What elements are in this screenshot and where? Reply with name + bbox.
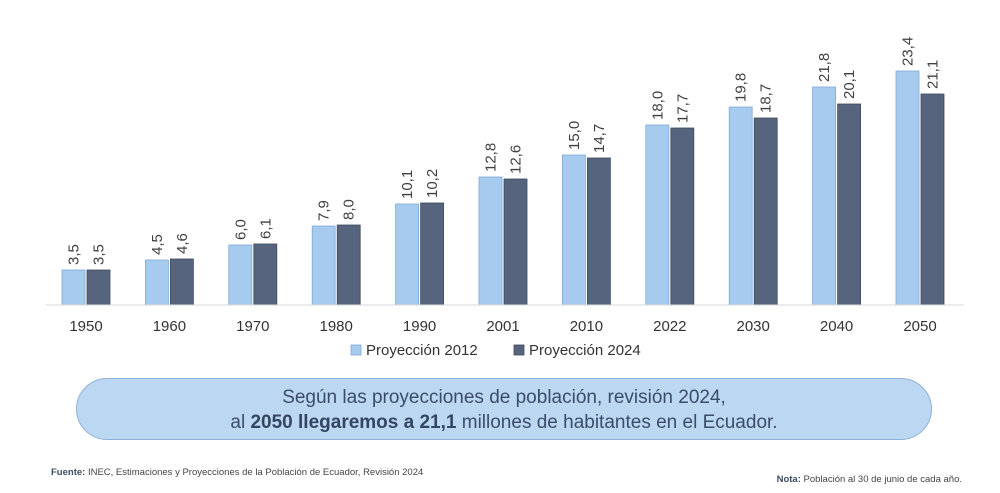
legend-label-2024: Proyección 2024 bbox=[529, 342, 641, 359]
bar-proyeccion-2012-2030 bbox=[728, 106, 753, 306]
x-tick-labels-group: 1950 1960 1970 1980 1990 2001 2010 2022 2030 2040… bbox=[69, 318, 936, 335]
bar-proyeccion-2012-1960 bbox=[144, 259, 169, 306]
x-tick-label-1960: 1960 bbox=[153, 318, 186, 335]
callout-line-2-post: millones de habitantes en el Ecuador. bbox=[461, 412, 778, 433]
note-text: Población al 30 de junio de cada año. bbox=[803, 474, 962, 485]
value-label-2024-2040: 20,1 bbox=[841, 70, 858, 99]
summary-callout: Según las proyecciones de población, rev… bbox=[76, 378, 932, 440]
bar-proyeccion-2012-1950 bbox=[61, 269, 86, 306]
value-label-2024-2030: 18,7 bbox=[758, 84, 775, 113]
x-tick-label-2040: 2040 bbox=[820, 318, 853, 335]
value-label-2024-2022: 17,7 bbox=[674, 94, 691, 123]
x-tick-label-2030: 2030 bbox=[737, 318, 770, 335]
value-label-2012-1960: 4,5 bbox=[149, 234, 166, 255]
x-tick-label-2022: 2022 bbox=[653, 318, 686, 335]
value-labels-group: 3,5 3,5 4,5 4,6 6,0 6,1 7,9 8,0 10,1 10,2 12,8 12,6… bbox=[66, 37, 942, 265]
x-tick-label-1990: 1990 bbox=[403, 318, 436, 335]
bar-proyeccion-2012-2022 bbox=[645, 124, 670, 306]
value-label-2012-2040: 21,8 bbox=[816, 53, 833, 82]
value-label-2024-1950: 3,5 bbox=[91, 244, 108, 265]
bar-proyeccion-2012-1980 bbox=[311, 225, 336, 306]
bar-proyeccion-2012-2001 bbox=[478, 176, 503, 306]
bar-proyeccion-2024-1960 bbox=[169, 258, 194, 306]
bar-proyeccion-2012-2010 bbox=[562, 154, 586, 306]
bar-proyeccion-2012-1990 bbox=[395, 203, 420, 306]
callout-line-2: al 2050 llegaremos a 21,1 millones de ha… bbox=[77, 410, 931, 435]
chart-svg: 3,5 3,5 4,5 4,6 6,0 6,1 7,9 8,0 10,1 10,2 12,8 12,6… bbox=[46, 37, 964, 359]
source-label: Fuente: bbox=[51, 467, 86, 478]
bar-proyeccion-2024-2040 bbox=[837, 103, 861, 306]
x-tick-label-2010: 2010 bbox=[570, 318, 603, 335]
legend: Proyección 2012 Proyección 2024 bbox=[350, 342, 641, 359]
bar-proyeccion-2024-2030 bbox=[753, 117, 778, 306]
bar-proyeccion-2024-2001 bbox=[503, 178, 528, 306]
bar-proyeccion-2024-1950 bbox=[86, 269, 111, 306]
bar-proyeccion-2012-2050 bbox=[895, 70, 920, 306]
value-label-2012-1980: 7,9 bbox=[316, 200, 333, 221]
bar-proyeccion-2024-1990 bbox=[420, 202, 445, 306]
value-label-2024-1960: 4,6 bbox=[174, 233, 191, 254]
bar-proyeccion-2012-2040 bbox=[812, 86, 836, 306]
bar-proyeccion-2024-1970 bbox=[253, 243, 278, 306]
value-label-2024-1990: 10,2 bbox=[424, 169, 441, 198]
note-label: Nota: bbox=[776, 474, 801, 485]
value-label-2024-1980: 8,0 bbox=[341, 199, 358, 220]
x-tick-label-2001: 2001 bbox=[486, 318, 519, 335]
legend-label-2012: Proyección 2012 bbox=[366, 342, 478, 359]
value-label-2024-2050: 21,1 bbox=[925, 60, 942, 89]
value-label-2012-1990: 10,1 bbox=[399, 170, 416, 199]
value-label-2024-1970: 6,1 bbox=[257, 218, 274, 239]
source-text: INEC, Estimaciones y Proyecciones de la … bbox=[87, 467, 424, 478]
x-tick-label-1950: 1950 bbox=[69, 318, 102, 335]
callout-line-1: Según las proyecciones de población, rev… bbox=[282, 387, 726, 408]
value-label-2012-2010: 15,0 bbox=[566, 121, 583, 150]
x-tick-label-1980: 1980 bbox=[320, 318, 353, 335]
bar-proyeccion-2012-1970 bbox=[228, 244, 253, 306]
x-tick-label-1970: 1970 bbox=[236, 318, 269, 335]
bar-proyeccion-2024-1980 bbox=[336, 224, 361, 306]
x-tick-label-2050: 2050 bbox=[903, 318, 936, 335]
legend-swatch-2024 bbox=[513, 344, 525, 356]
footnote: Nota: Población al 30 de junio de cada a… bbox=[777, 474, 962, 485]
bar-chart: 3,5 3,5 4,5 4,6 6,0 6,1 7,9 8,0 10,1 10,2 12,8 12,6… bbox=[46, 37, 964, 359]
callout-highlight: 2050 llegaremos a 21,1 bbox=[250, 412, 457, 433]
value-label-2012-1950: 3,5 bbox=[66, 244, 83, 265]
legend-swatch-2012 bbox=[350, 344, 362, 356]
value-label-2024-2010: 14,7 bbox=[591, 124, 608, 153]
value-label-2012-2022: 18,0 bbox=[649, 91, 666, 120]
bar-proyeccion-2024-2050 bbox=[920, 93, 945, 306]
value-label-2012-2050: 23,4 bbox=[900, 37, 917, 66]
callout-line-2-pre: al bbox=[230, 412, 246, 433]
source-note: Fuente: INEC, Estimaciones y Proyeccione… bbox=[51, 467, 423, 478]
value-label-2024-2001: 12,6 bbox=[508, 145, 525, 174]
value-label-2012-1970: 6,0 bbox=[232, 219, 249, 240]
value-label-2012-2001: 12,8 bbox=[483, 143, 500, 172]
bars-group bbox=[61, 70, 945, 306]
bar-proyeccion-2024-2022 bbox=[670, 127, 695, 306]
value-label-2012-2030: 19,8 bbox=[733, 73, 750, 102]
bar-proyeccion-2024-2010 bbox=[587, 157, 611, 306]
